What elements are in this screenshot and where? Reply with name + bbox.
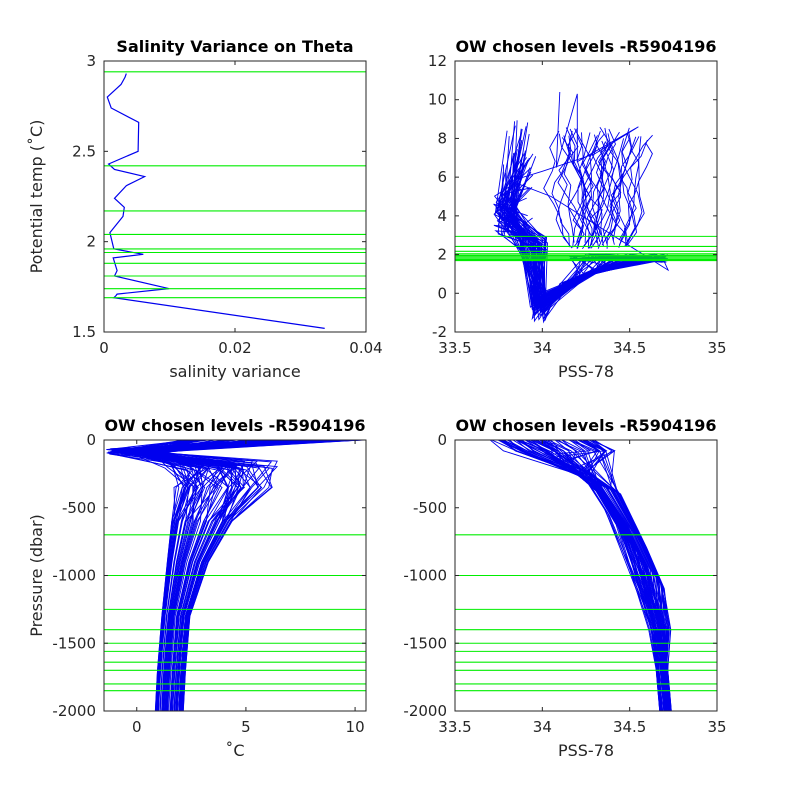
salinity-profile xyxy=(539,440,670,711)
axes-box xyxy=(454,60,718,333)
ts-upper-profile xyxy=(600,141,622,246)
y-tick-label: -500 xyxy=(413,499,447,517)
x-tick-label: 33.5 xyxy=(438,339,471,357)
y-tick-label: 3 xyxy=(86,52,96,70)
x-tick-label: 34.5 xyxy=(613,339,646,357)
salinity-profile xyxy=(569,440,669,711)
salinity-profile xyxy=(557,440,661,711)
temp-profile xyxy=(112,440,359,711)
x-tick-label: 0 xyxy=(132,718,142,736)
x-tick-label: 34 xyxy=(533,718,552,736)
y-tick-label: 0 xyxy=(86,431,96,449)
x-tick-label: 0.02 xyxy=(218,339,251,357)
chart-title: Salinity Variance on Theta xyxy=(116,37,353,56)
temp-profile xyxy=(107,440,326,711)
plot-content xyxy=(455,440,717,711)
ts-upper-profile xyxy=(586,145,611,246)
temp-profile xyxy=(109,440,359,711)
x-tick-label: 5 xyxy=(241,718,251,736)
chart-title: OW chosen levels -R5904196 xyxy=(455,416,716,435)
ts-upper-profile xyxy=(581,142,599,249)
salinity-profile xyxy=(497,440,670,711)
y-tick-label: -2000 xyxy=(403,702,447,720)
y-axis-label: Pressure (dbar) xyxy=(27,514,46,637)
y-tick-label: 1.5 xyxy=(72,323,96,341)
ts-upper-profile xyxy=(576,130,601,243)
temp-profile xyxy=(121,440,227,711)
temp-profile xyxy=(140,440,241,711)
x-tick-label: 33.5 xyxy=(438,718,471,736)
salinity-profile xyxy=(582,440,664,711)
chart-title: OW chosen levels -R5904196 xyxy=(104,416,365,435)
ts-upper-profile xyxy=(610,131,637,246)
salinity-profile xyxy=(544,440,663,711)
y-tick-label: -1000 xyxy=(403,567,447,585)
salinity-profile xyxy=(547,440,661,711)
plot-content xyxy=(104,71,366,329)
salinity-profile xyxy=(491,440,672,711)
y-tick-label: -500 xyxy=(62,499,96,517)
temp-profile xyxy=(138,440,358,711)
y-tick-label: 10 xyxy=(428,91,447,109)
temp-profile xyxy=(137,440,273,711)
y-tick-label: -1500 xyxy=(403,634,447,652)
y-tick-label: 2 xyxy=(86,233,96,251)
ts-profile-extreme xyxy=(509,91,670,272)
ts-upper-profile xyxy=(621,127,643,242)
x-tick-label: 0.04 xyxy=(349,339,382,357)
ts-upper-profile xyxy=(607,137,631,241)
panel-3: 0 5 10 -2000 -1500 -1000 -500 0 OW chosen levels… xyxy=(27,416,367,760)
x-axis-label: salinity variance xyxy=(169,362,300,381)
y-tick-label: -2000 xyxy=(52,702,96,720)
x-tick-label: 34.5 xyxy=(613,718,646,736)
y-axis-label: Potential temp (˚C) xyxy=(27,120,46,274)
y-tick-label: 8 xyxy=(437,129,447,147)
x-axis-label: ˚C xyxy=(225,741,244,760)
x-tick-label: 34 xyxy=(533,339,552,357)
x-axis-label: PSS-78 xyxy=(558,362,614,381)
ts-upper-profile xyxy=(590,134,603,249)
y-tick-label: 12 xyxy=(428,52,447,70)
y-tick-label: 4 xyxy=(437,207,447,225)
ts-upper-profile xyxy=(558,133,583,244)
salinity-profile xyxy=(557,440,666,711)
ts-upper-profile xyxy=(582,132,596,249)
y-tick-label: 2 xyxy=(437,246,447,264)
temp-profile xyxy=(139,440,327,711)
ts-upper-profile xyxy=(551,135,570,248)
plot-content xyxy=(104,440,366,711)
panel-2: 33.5 34 34.5 35 -2 0 2 4 6 8 10 12 OW chosen levels … xyxy=(428,37,727,381)
y-tick-label: 2.5 xyxy=(72,142,96,160)
y-tick-label: -1000 xyxy=(52,567,96,585)
x-tick-label: 10 xyxy=(346,718,365,736)
ts-upper-profile xyxy=(605,142,636,247)
x-axis-label: PSS-78 xyxy=(558,741,614,760)
ts-upper-profile xyxy=(563,128,579,243)
panel-1: 0 0.02 0.04 1.5 2 2.5 3 Salinity Variance on Th… xyxy=(27,37,383,381)
plot-content xyxy=(455,91,717,324)
ts-upper-profile xyxy=(576,132,603,241)
y-tick-label: 0 xyxy=(437,431,447,449)
ts-upper-profile xyxy=(609,134,653,241)
x-tick-label: 35 xyxy=(707,339,726,357)
y-tick-label: -1500 xyxy=(52,634,96,652)
panel-4: 33.5 34 34.5 35 -2000 -1500 -1000 -500 0 OW chose… xyxy=(403,416,726,760)
chart-title: OW chosen levels -R5904196 xyxy=(455,37,716,56)
ts-upper-profile xyxy=(597,132,632,249)
x-tick-label: 0 xyxy=(99,339,109,357)
ts-upper-profile xyxy=(602,138,625,245)
variance-line xyxy=(106,73,325,329)
y-tick-label: -2 xyxy=(432,323,447,341)
x-tick-label: 35 xyxy=(707,718,726,736)
ts-upper-profile xyxy=(555,130,573,246)
ts-upper-profile xyxy=(543,130,573,249)
ts-upper-profile xyxy=(618,132,640,248)
y-tick-label: 6 xyxy=(437,168,447,186)
y-tick-label: 0 xyxy=(437,284,447,302)
plot-area xyxy=(104,61,366,332)
temp-profile xyxy=(120,440,312,711)
